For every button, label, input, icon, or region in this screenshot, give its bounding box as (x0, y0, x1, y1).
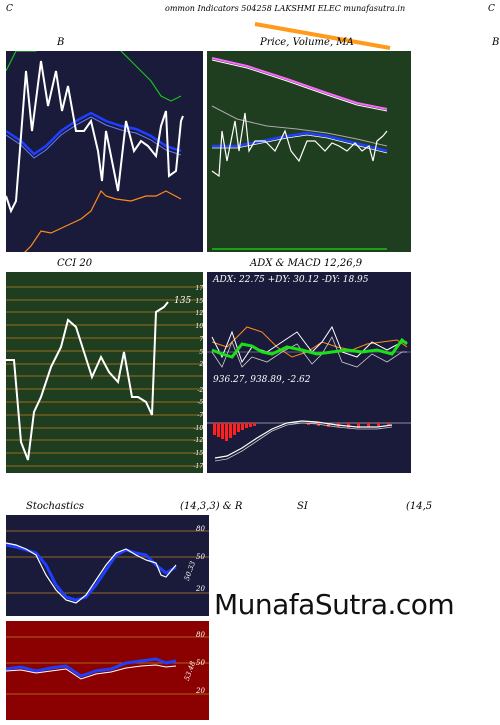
stoch-tick-80: 80 (196, 525, 205, 533)
cci-ticks: 175 150 125 100 75 50 25 0 -25 -50 -75 -… (193, 285, 207, 470)
stoch-label: Stochastics (26, 501, 84, 512)
price-panel-label: Price, Volume, MA (260, 37, 354, 48)
bb-panel (6, 51, 203, 252)
header-left-char: C (6, 4, 13, 14)
cci-value-label: 135 (174, 296, 192, 306)
watermark-text: MunafaSutra.com (214, 588, 455, 621)
orange-banner-stroke (254, 22, 391, 50)
stoch-chart (6, 530, 209, 604)
adx-panel: ADX: 22.75 +DY: 30.12 -DY: 18.95 (207, 272, 411, 373)
rsi-label: SI (297, 501, 308, 512)
adx-chart (207, 325, 411, 368)
macd-readout: 936.27, 938.89, -2.62 (213, 375, 311, 385)
rsi-params: (14,5 (406, 501, 433, 512)
cci-panel-label: CCI 20 (57, 258, 93, 269)
cci-panel: 135 (6, 272, 203, 473)
adx-readout: ADX: 22.75 +DY: 30.12 -DY: 18.95 (213, 275, 369, 285)
rsi-tick-50: 50 (196, 659, 205, 667)
adx-panel-label: ADX & MACD 12,26,9 (250, 258, 363, 269)
cci-chart (6, 286, 203, 467)
chart-title: ommon Indicators 504258 LAKSHMI ELEC mun… (165, 4, 406, 13)
rsi-chart (6, 636, 209, 695)
rsi-panel: 80 50 20 53.48 (6, 621, 209, 720)
stoch-tick-20: 20 (196, 585, 205, 593)
price-chart (211, 57, 388, 250)
stoch-tick-50: 50 (196, 553, 205, 561)
right-edge-char: B (492, 37, 500, 48)
macd-panel: 936.27, 938.89, -2.62 (207, 373, 411, 473)
rsi-tick-20: 20 (196, 687, 205, 695)
header-right-char: C (488, 4, 495, 14)
bb-panel-label: B (57, 37, 65, 48)
macd-chart (207, 420, 411, 462)
stoch-panel: 80 50 20 50.33 (6, 515, 209, 616)
stoch-params: (14,3,3) & R (180, 501, 243, 512)
rsi-tick-80: 80 (196, 631, 205, 639)
price-panel (207, 51, 411, 252)
bb-chart (6, 51, 184, 252)
